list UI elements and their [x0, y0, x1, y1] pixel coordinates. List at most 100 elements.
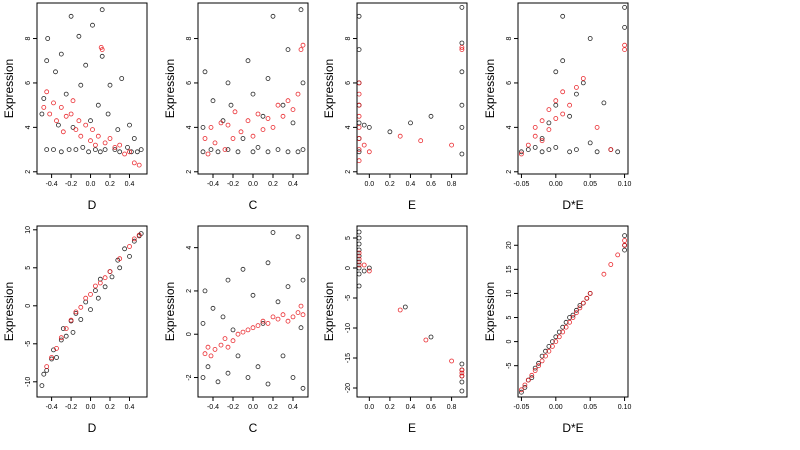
- data-point-red: [58, 105, 64, 110]
- data-point-red: [245, 327, 251, 333]
- y-tick-label: 0: [186, 332, 193, 336]
- data-point-black: [208, 147, 214, 153]
- panel-2: -0.4 -0.2 0.0 0.2 0.4 2 4 6 8 C Expression: [163, 2, 309, 212]
- data-point-black: [228, 102, 234, 108]
- data-point-red: [93, 142, 98, 148]
- x-tick-label: 0.2: [385, 404, 395, 411]
- data-point-red: [556, 334, 562, 340]
- x-axis-label: D: [88, 198, 97, 212]
- data-point-black: [587, 36, 593, 41]
- data-point-red: [136, 162, 142, 168]
- data-point-red: [73, 309, 79, 315]
- data-point-black: [210, 305, 216, 311]
- data-point-black: [115, 127, 121, 133]
- x-tick-label: 0.0: [86, 404, 96, 411]
- data-point-black: [622, 24, 627, 30]
- data-point-black: [131, 238, 137, 244]
- data-point-black: [200, 125, 206, 130]
- y-axis-label: Expression: [2, 282, 16, 341]
- data-point-red: [423, 337, 429, 343]
- x-tick-label: 0.0: [364, 181, 374, 188]
- data-point-black: [265, 381, 271, 387]
- data-point-red: [230, 338, 236, 344]
- data-point-red: [356, 125, 362, 130]
- data-point-black: [361, 122, 367, 128]
- panel-5: -0.4 -0.2 0.0 0.2 0.4 -10 -5 0 5 10 D Expression: [2, 225, 148, 435]
- x-tick-label: 0.00: [549, 404, 563, 411]
- data-point-black: [298, 7, 304, 13]
- data-point-black: [408, 120, 413, 126]
- data-point-black: [587, 140, 593, 146]
- data-point-black: [356, 235, 362, 241]
- x-axis-label: E: [408, 421, 416, 435]
- data-point-red: [536, 363, 541, 369]
- data-point-red: [295, 91, 301, 97]
- data-point-red: [522, 382, 528, 388]
- y-tick-label: 4: [186, 125, 193, 129]
- plot-frame: [197, 225, 309, 398]
- y-tick-label: 4: [25, 125, 32, 129]
- data-point-red: [240, 329, 246, 335]
- data-point-black: [539, 136, 545, 141]
- data-point-black: [39, 383, 45, 389]
- data-point-black: [245, 375, 251, 380]
- data-point-black: [119, 76, 125, 81]
- data-point-black: [553, 334, 559, 340]
- panel-7: 0.0 0.2 0.4 0.6 0.8 -20 -15 -10 -5 0 5 E Expression: [322, 225, 468, 435]
- data-point-black: [202, 288, 208, 294]
- data-point-black: [200, 149, 206, 155]
- data-point-black: [615, 149, 621, 155]
- data-point-black: [95, 102, 101, 108]
- data-point-red: [122, 151, 127, 157]
- y-tick-label: 8: [506, 36, 513, 40]
- data-point-black: [66, 147, 72, 153]
- data-point-black: [51, 147, 56, 153]
- data-point-red: [260, 127, 266, 133]
- data-point-red: [574, 85, 579, 90]
- data-point-black: [225, 370, 231, 376]
- data-point-red: [553, 98, 559, 104]
- data-point-black: [97, 149, 103, 155]
- data-point-black: [260, 113, 266, 119]
- data-point-red: [615, 252, 621, 258]
- data-point-red: [622, 238, 627, 243]
- y-tick-label: 8: [345, 36, 352, 40]
- data-point-red: [574, 310, 579, 316]
- data-point-red: [117, 142, 123, 148]
- data-point-red: [546, 107, 552, 112]
- data-point-red: [99, 47, 105, 52]
- data-point-red: [47, 111, 53, 117]
- data-point-black: [41, 371, 47, 377]
- x-tick-label: 0.4: [406, 181, 416, 188]
- data-point-black: [459, 69, 465, 75]
- data-point-black: [459, 151, 465, 157]
- data-point-red: [112, 144, 118, 150]
- data-point-red: [202, 136, 208, 141]
- data-point-black: [255, 364, 261, 370]
- plot-frame: [36, 2, 148, 175]
- data-point-black: [45, 36, 51, 41]
- data-point-red: [83, 295, 89, 301]
- data-point-black: [553, 144, 559, 150]
- y-tick-label: -20: [345, 383, 352, 393]
- x-tick-label: 0.4: [288, 181, 298, 188]
- data-point-red: [356, 158, 362, 164]
- data-point-red: [560, 111, 566, 117]
- data-point-black: [577, 303, 583, 308]
- data-point-black: [73, 147, 79, 153]
- data-point-red: [250, 133, 256, 139]
- data-point-black: [250, 91, 256, 97]
- data-point-black: [205, 364, 211, 370]
- data-point-red: [225, 122, 231, 128]
- data-point-red: [68, 111, 74, 117]
- data-point-black: [546, 147, 552, 153]
- data-point-black: [532, 365, 538, 371]
- data-point-black: [117, 265, 123, 271]
- data-point-black: [60, 326, 66, 332]
- data-point-black: [76, 33, 82, 39]
- data-point-red: [58, 335, 64, 341]
- data-point-red: [49, 355, 54, 360]
- data-point-black: [128, 149, 134, 155]
- y-tick-label: -5: [25, 341, 32, 347]
- y-tick-label: 4: [506, 125, 513, 129]
